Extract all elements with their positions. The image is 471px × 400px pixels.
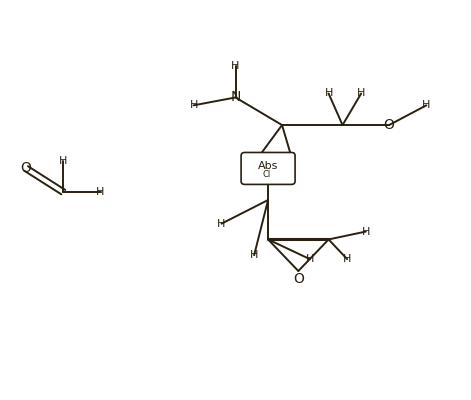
Text: O: O [384,118,395,132]
Text: H: H [59,156,67,166]
Text: H: H [255,152,263,162]
Text: H: H [231,61,240,71]
Text: Abs: Abs [258,162,278,172]
FancyBboxPatch shape [241,152,295,184]
Text: H: H [97,187,105,197]
Text: H: H [357,88,365,98]
Text: H: H [422,100,430,110]
Text: Cl: Cl [262,170,271,179]
Text: H: H [217,219,226,229]
Text: N: N [230,90,241,104]
Text: H: H [343,254,351,264]
Text: H: H [362,226,370,236]
Text: O: O [293,272,304,286]
Text: O: O [21,162,32,176]
Text: H: H [250,250,258,260]
Text: H: H [325,88,333,98]
Text: H: H [189,100,198,110]
Text: H: H [287,152,295,162]
Text: H: H [306,254,314,264]
